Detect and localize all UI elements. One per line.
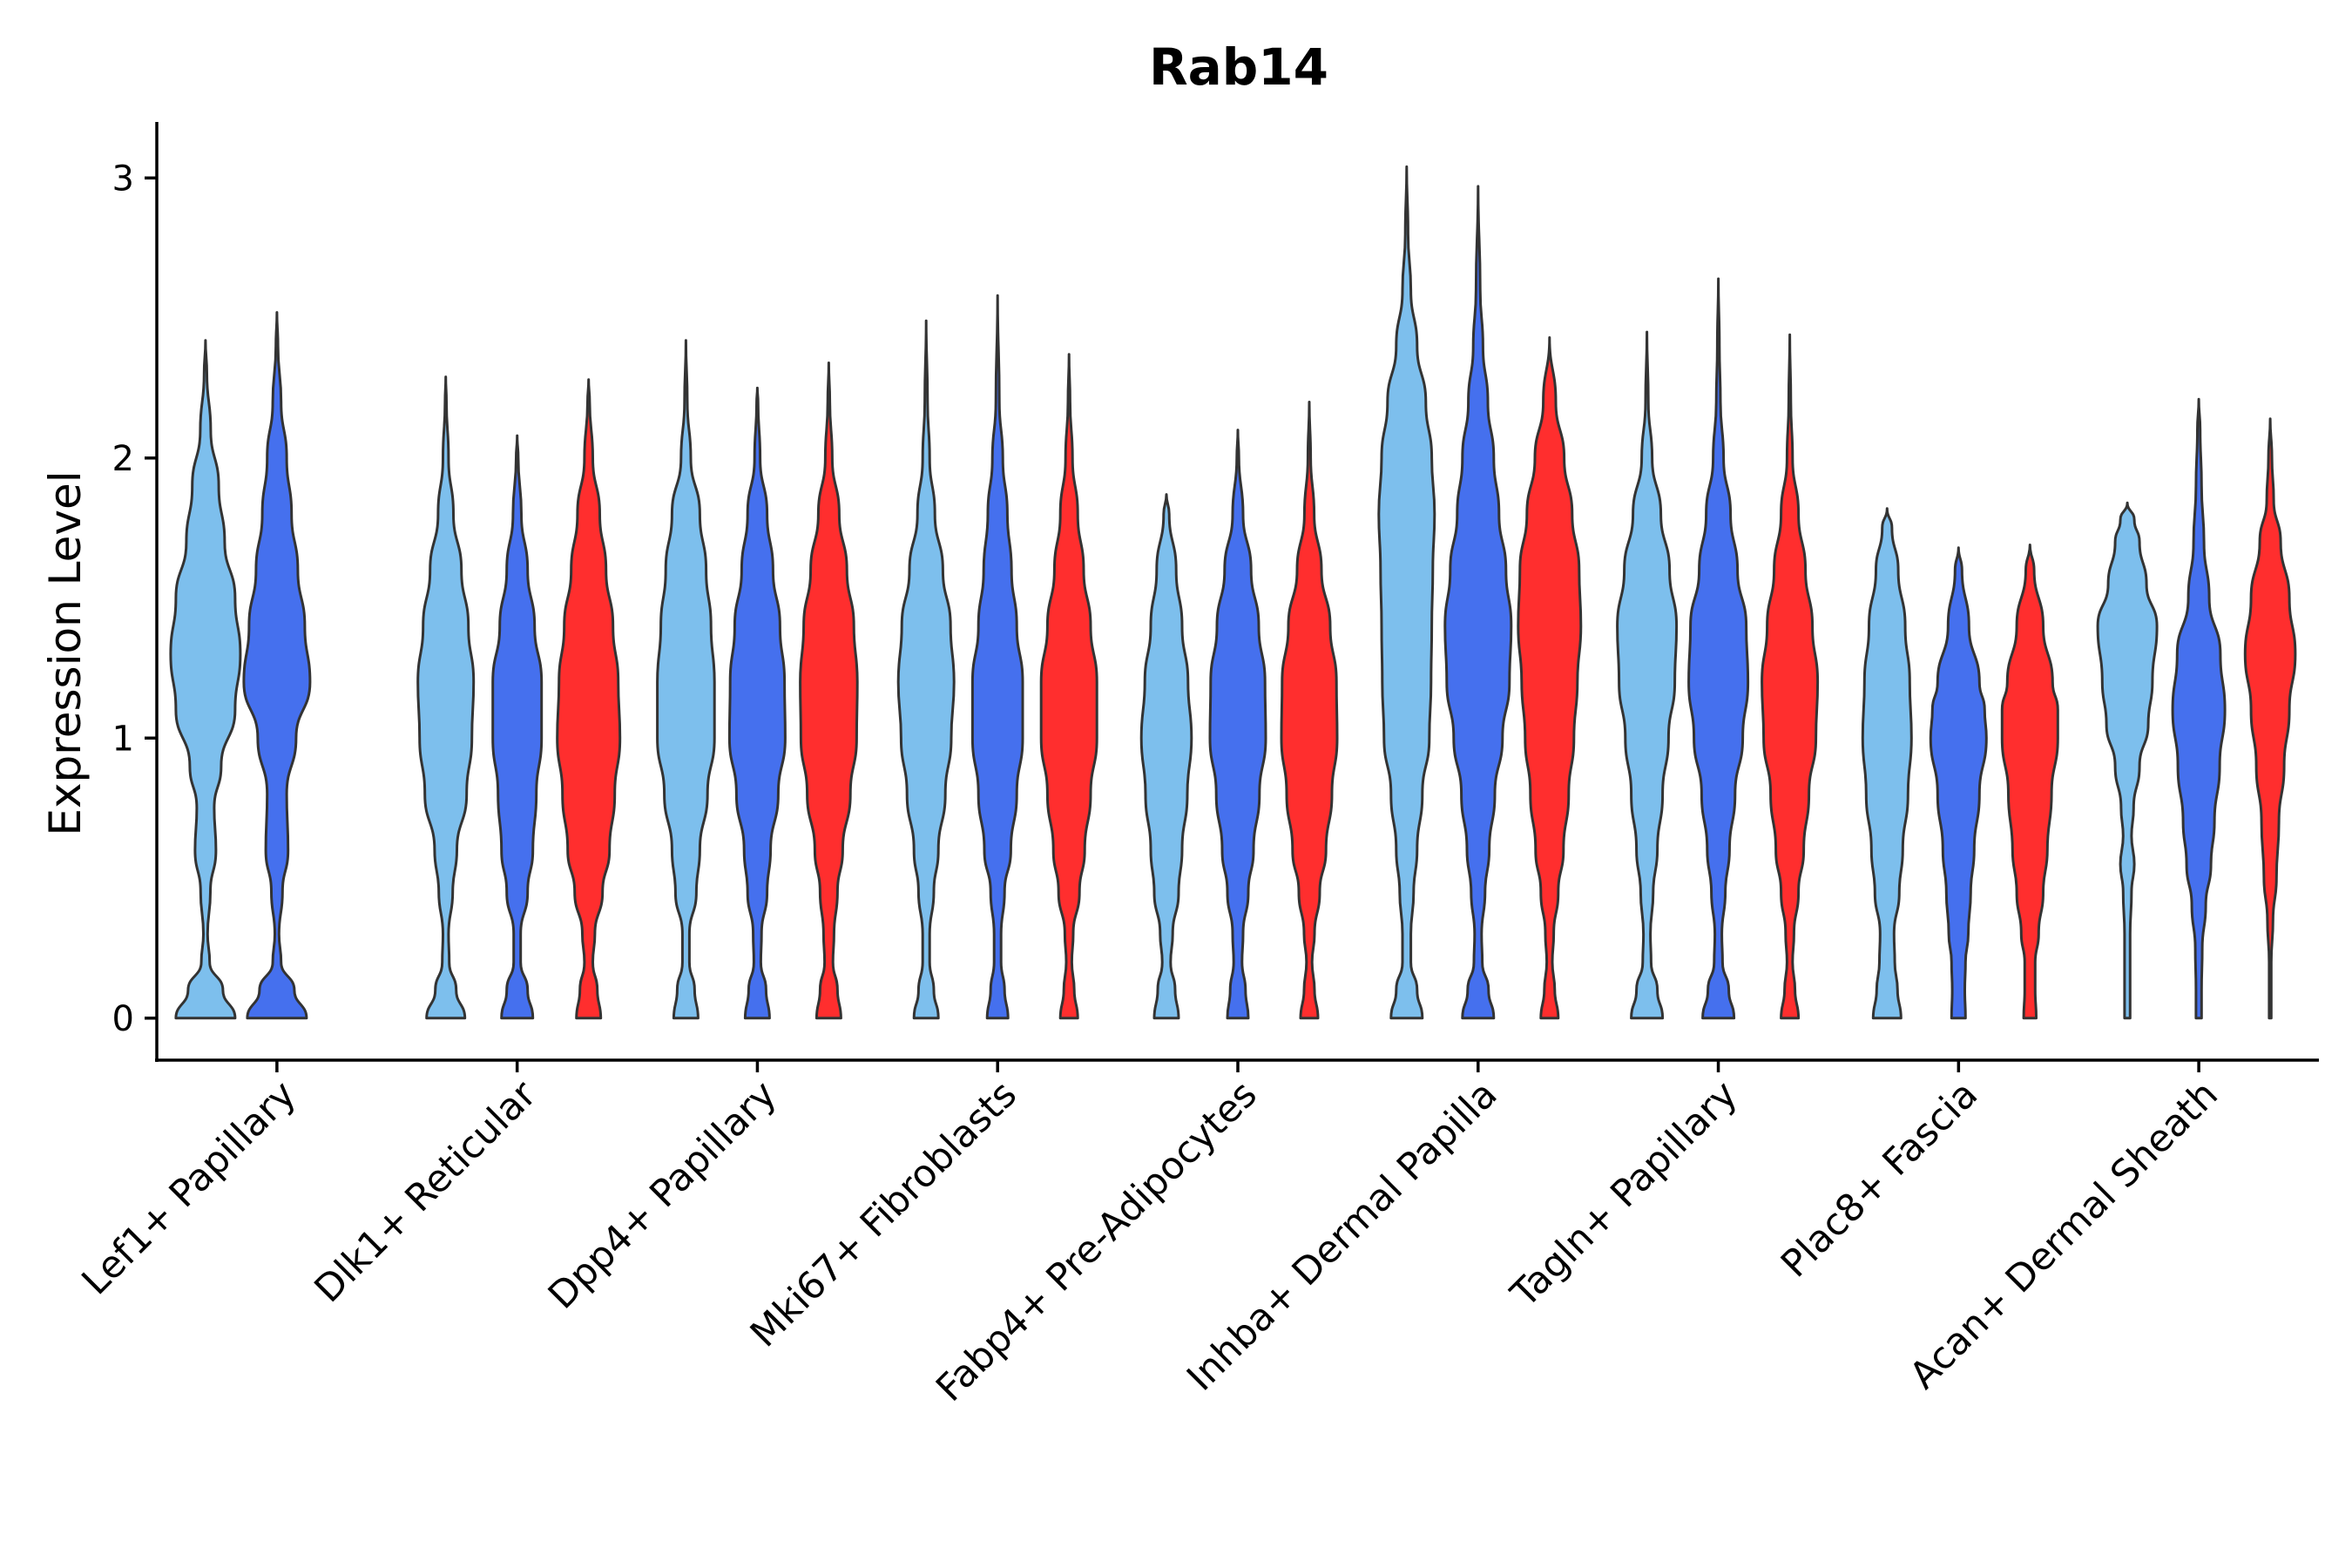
violin-7-sample-2 xyxy=(1687,277,1750,1020)
violin-4-sample-1 xyxy=(896,319,956,1020)
y-tick-label: 2 xyxy=(112,439,134,479)
violin-1-sample-1 xyxy=(169,339,242,1020)
violin-5-sample-3 xyxy=(1280,401,1339,1020)
x-tick-label: Plac8+ Fascia xyxy=(1773,1072,1986,1286)
y-tick-label: 0 xyxy=(112,999,134,1039)
x-tick-label: Mki67+ Fibroblasts xyxy=(742,1072,1025,1355)
x-tick-label: Dlk1+ Reticular xyxy=(307,1072,545,1311)
violin-8-sample-2 xyxy=(1929,546,1988,1020)
violin-9-sample-1 xyxy=(2096,501,2159,1020)
violin-2-sample-3 xyxy=(556,378,622,1020)
violin-5-sample-1 xyxy=(1139,493,1193,1020)
y-tick-label: 1 xyxy=(112,719,134,759)
violin-4-sample-2 xyxy=(970,294,1024,1020)
violin-9-sample-2 xyxy=(2171,397,2227,1020)
x-tick-label: Tagln+ Papillary xyxy=(1503,1072,1747,1316)
violin-6-sample-3 xyxy=(1517,336,1583,1020)
x-tick-label: Lef1+ Papillary xyxy=(74,1072,305,1303)
y-axis-label: Expression Level xyxy=(40,470,91,835)
violin-9-sample-3 xyxy=(2243,417,2297,1020)
y-tick-label: 3 xyxy=(112,159,134,199)
violin-8-sample-1 xyxy=(1861,507,1913,1020)
violin-3-sample-3 xyxy=(799,362,859,1020)
x-tick-label: Dpp4+ Papillary xyxy=(540,1072,785,1317)
violin-7-sample-3 xyxy=(1761,333,1820,1020)
violin-3-sample-1 xyxy=(656,339,716,1020)
violin-7-sample-1 xyxy=(1616,330,1679,1020)
violin-layer xyxy=(169,165,2297,1020)
violin-6-sample-2 xyxy=(1443,185,1513,1020)
violin-6-sample-1 xyxy=(1377,165,1436,1020)
violin-5-sample-2 xyxy=(1208,429,1267,1020)
violin-4-sample-3 xyxy=(1039,353,1098,1020)
y-axis-ticks: 0 1 2 3 xyxy=(112,159,157,1039)
violin-1-sample-2 xyxy=(242,311,312,1020)
violin-2-sample-2 xyxy=(491,434,544,1020)
violin-2-sample-1 xyxy=(416,375,476,1020)
chart-title: Rab14 xyxy=(1149,37,1328,97)
violin-3-sample-2 xyxy=(727,386,787,1020)
violin-8-sample-3 xyxy=(2000,544,2059,1020)
